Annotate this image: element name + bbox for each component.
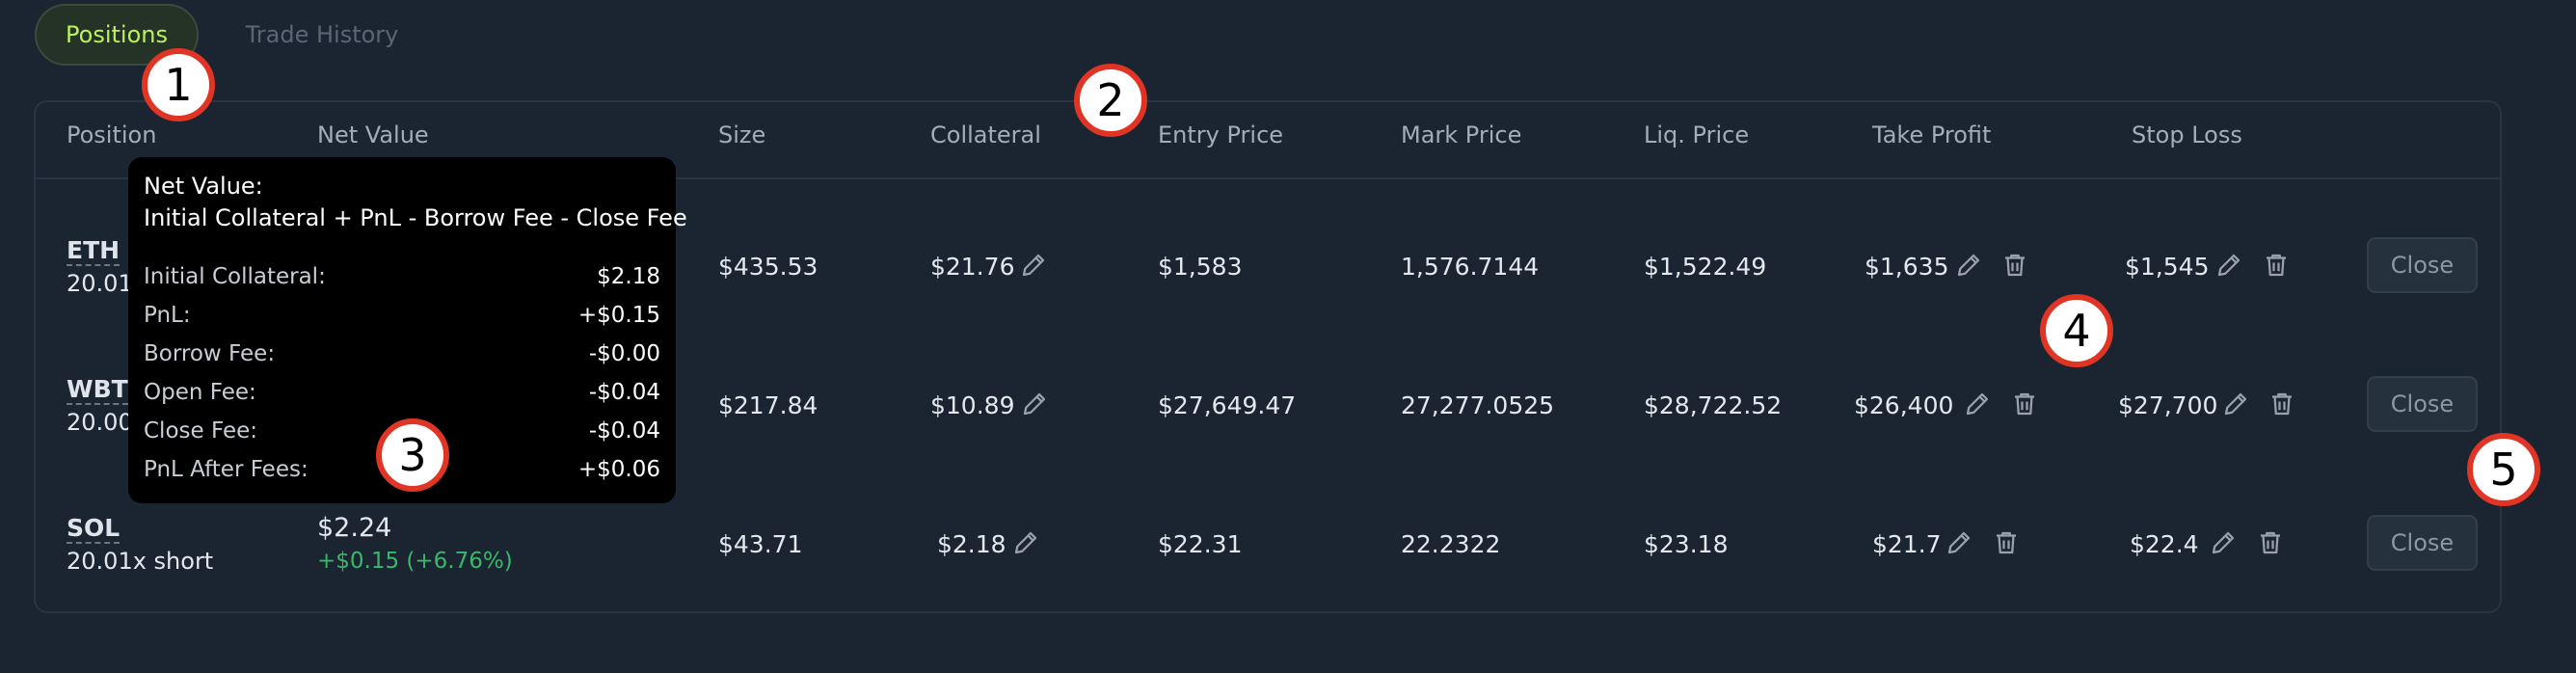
size-value: $435.53 xyxy=(718,253,818,281)
annotation-marker-3: 3 xyxy=(376,418,449,492)
position-symbol[interactable]: ETH xyxy=(67,236,121,266)
column-header-net-value: Net Value xyxy=(317,121,429,148)
trash-icon[interactable] xyxy=(2000,251,2029,280)
liq-price-value: $1,522.49 xyxy=(1644,253,1767,281)
liq-price-value: $23.18 xyxy=(1644,530,1729,558)
annotation-marker-4: 4 xyxy=(2040,294,2113,367)
position-symbol[interactable]: SOL xyxy=(67,514,121,544)
entry-price-value: $1,583 xyxy=(1158,253,1243,281)
close-position-button[interactable]: Close xyxy=(2367,376,2478,432)
entry-price-value: $27,649.47 xyxy=(1158,391,1297,419)
tooltip-label: Initial Collateral: xyxy=(144,264,326,289)
pencil-icon[interactable] xyxy=(1011,528,1040,557)
tooltip-value: $2.18 xyxy=(597,264,660,289)
column-header-liq-price: Liq. Price xyxy=(1644,121,1750,148)
tooltip-label: Borrow Fee: xyxy=(144,341,276,366)
tooltip-value: -$0.00 xyxy=(588,341,660,366)
tooltip-value: +$0.15 xyxy=(577,303,660,328)
tooltip-label: Close Fee: xyxy=(144,418,257,444)
stop-loss-value: $1,545 xyxy=(2125,253,2210,281)
pencil-icon[interactable] xyxy=(1945,528,1973,557)
pencil-icon[interactable] xyxy=(2221,390,2250,418)
size-value: $217.84 xyxy=(718,391,818,419)
mark-price-value: 22.2322 xyxy=(1401,530,1501,558)
size-value: $43.71 xyxy=(718,530,803,558)
take-profit-value: $21.7 xyxy=(1872,530,1942,558)
collateral-value: $2.18 xyxy=(937,530,1006,558)
position-leverage: 20.01x short xyxy=(67,548,214,575)
tooltip-value: -$0.04 xyxy=(588,380,660,405)
stop-loss-value: $27,700 xyxy=(2118,391,2218,419)
tooltip-label: PnL After Fees: xyxy=(144,457,309,482)
table-header xyxy=(34,100,2502,179)
take-profit-value: $1,635 xyxy=(1865,253,1949,281)
collateral-value: $10.89 xyxy=(930,391,1015,419)
pencil-icon[interactable] xyxy=(1020,390,1049,418)
net-value: $2.24 xyxy=(317,513,392,543)
mark-price-value: 27,277.0525 xyxy=(1401,391,1555,419)
column-header-size: Size xyxy=(718,121,766,148)
collateral-value: $21.76 xyxy=(930,253,1015,281)
pencil-icon[interactable] xyxy=(2209,528,2238,557)
tab-positions[interactable]: Positions xyxy=(35,4,199,66)
entry-price-value: $22.31 xyxy=(1158,530,1243,558)
position-symbol[interactable]: WBT xyxy=(67,375,128,405)
tooltip-value: -$0.04 xyxy=(588,418,660,444)
column-header-mark-price: Mark Price xyxy=(1401,121,1522,148)
tooltip-formula: Initial Collateral + PnL - Borrow Fee - … xyxy=(144,204,687,231)
tooltip-label: PnL: xyxy=(144,303,191,328)
column-header-collateral: Collateral xyxy=(930,121,1041,148)
trash-icon[interactable] xyxy=(1992,528,2021,557)
annotation-marker-2: 2 xyxy=(1074,64,1147,137)
column-header-stop-loss: Stop Loss xyxy=(2132,121,2242,148)
close-position-button[interactable]: Close xyxy=(2367,237,2478,293)
trash-icon[interactable] xyxy=(2010,390,2039,418)
tooltip-title: Net Value: xyxy=(144,173,263,200)
trash-icon[interactable] xyxy=(2267,390,2296,418)
pnl-value: +$0.15 (+6.76%) xyxy=(317,549,513,574)
trash-icon[interactable] xyxy=(2262,251,2291,280)
column-header-position: Position xyxy=(67,121,157,148)
pencil-icon[interactable] xyxy=(2214,251,2243,280)
pencil-icon[interactable] xyxy=(1954,251,1983,280)
tooltip-value: +$0.06 xyxy=(577,457,660,482)
position-leverage: 20.00 xyxy=(67,409,133,436)
tab-trade-history[interactable]: Trade History xyxy=(245,21,399,48)
annotation-marker-5: 5 xyxy=(2467,433,2540,506)
pencil-icon[interactable] xyxy=(1019,251,1048,280)
tooltip-label: Open Fee: xyxy=(144,380,256,405)
mark-price-value: 1,576.7144 xyxy=(1401,253,1540,281)
stop-loss-value: $22.4 xyxy=(2130,530,2199,558)
liq-price-value: $28,722.52 xyxy=(1644,391,1783,419)
column-header-take-profit: Take Profit xyxy=(1872,121,1992,148)
close-position-button[interactable]: Close xyxy=(2367,515,2478,571)
net-value-tooltip: Net Value: Initial Collateral + PnL - Bo… xyxy=(128,157,687,503)
take-profit-value: $26,400 xyxy=(1854,391,1954,419)
trash-icon[interactable] xyxy=(2256,528,2285,557)
annotation-marker-1: 1 xyxy=(142,48,215,121)
pencil-icon[interactable] xyxy=(1963,390,1992,418)
column-header-entry-price: Entry Price xyxy=(1158,121,1284,148)
